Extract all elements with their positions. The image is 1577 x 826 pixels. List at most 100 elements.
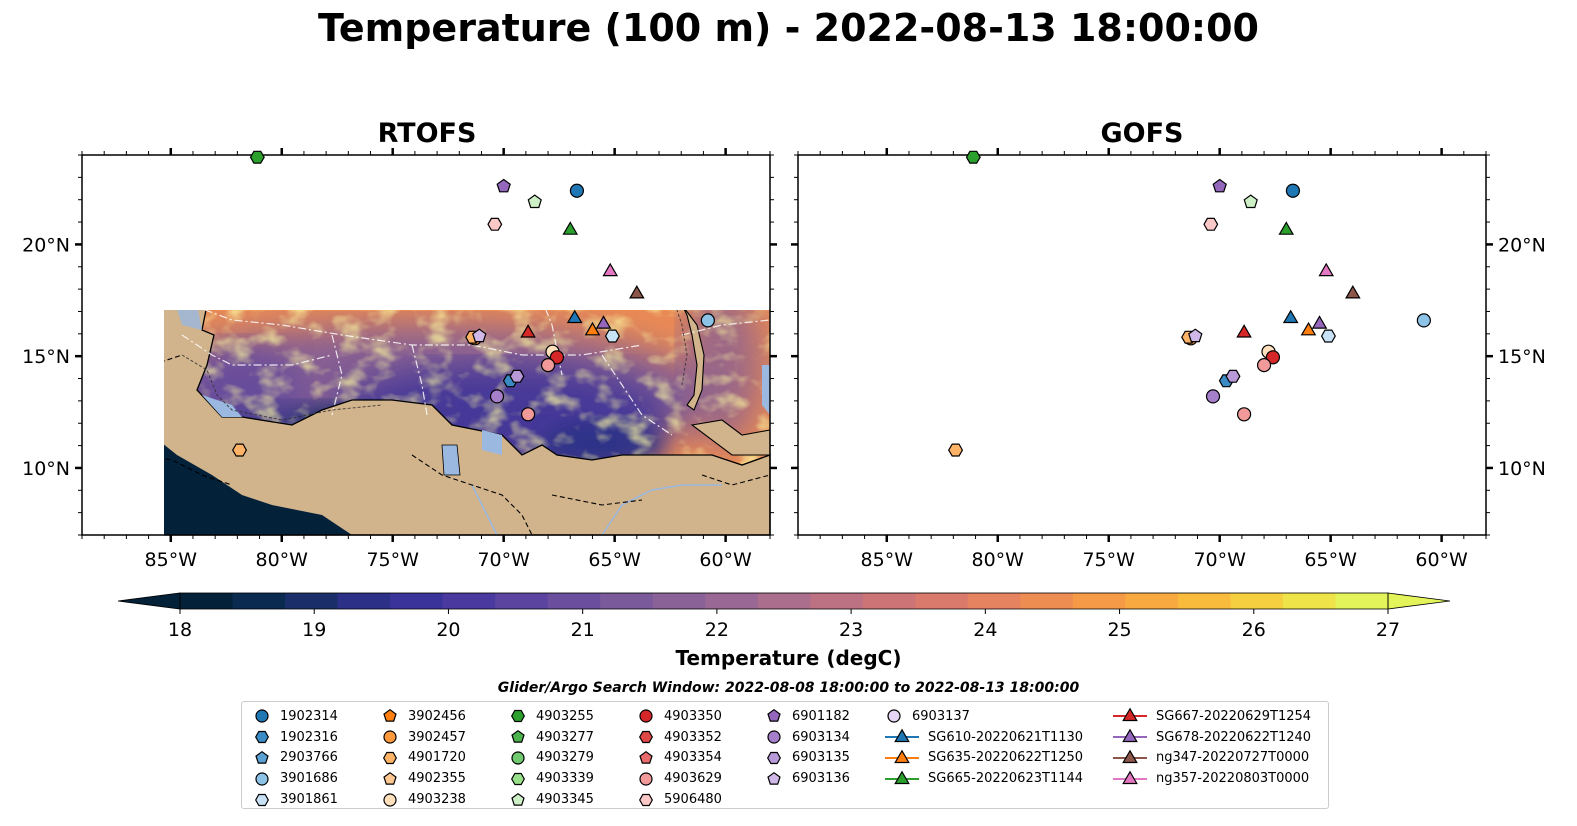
colorbar-extend-high	[1387, 592, 1451, 610]
legend-marker-icon	[1113, 728, 1147, 743]
legend-item: 4903279	[508, 748, 594, 769]
lat-tick-label: 15°N	[1498, 346, 1546, 368]
legend-marker-icon	[639, 750, 653, 764]
lon-tick-label: 70°W	[477, 549, 530, 571]
legend-column: SG667-20220629T1254 SG678-20220622T1240 ng…	[1112, 706, 1311, 789]
legend-circle-icon	[255, 772, 269, 786]
marker-6903134	[1205, 389, 1221, 404]
legend-item-label: SG667-20220629T1254	[1156, 708, 1312, 724]
marker-3901861	[604, 329, 620, 343]
legend-marker-icon	[511, 792, 525, 806]
colorbar-segment	[1335, 593, 1389, 609]
legend-item-label: 4903350	[664, 708, 722, 724]
colorbar-tick-label: 19	[302, 619, 326, 640]
legend-item-label: 3901861	[280, 792, 338, 808]
legend-marker-icon	[1113, 749, 1147, 764]
legend-item: 2903766	[252, 748, 338, 769]
legend-triangle-icon	[894, 770, 910, 784]
legend-item: 4903255	[508, 706, 594, 727]
marker-4903350	[549, 350, 565, 365]
colorbar-segment	[810, 593, 864, 609]
marker-6903134	[489, 389, 505, 404]
marker-3901861	[1320, 329, 1336, 343]
legend-marker-icon	[383, 792, 397, 807]
legend-item: 4903354	[636, 748, 722, 769]
legend-triangle-icon	[894, 728, 910, 743]
legend-column: 6903137 SG610-20220621T1130 SG635-20220622…	[884, 706, 1083, 789]
legend-item-label: 4903354	[664, 750, 722, 766]
legend-circle-icon	[639, 709, 653, 723]
marker-6901182	[1212, 178, 1227, 193]
legend-hexagon-icon	[511, 772, 525, 785]
legend-marker-icon	[639, 709, 653, 723]
legend-circle-icon	[255, 709, 269, 723]
legend-column: 4903350 4903352 4903354 4903629 5906480	[636, 706, 722, 810]
legend-circle-icon	[639, 772, 653, 786]
marker-ng357	[602, 262, 619, 277]
colorbar-segment	[757, 593, 811, 609]
colorbar-tick-label: 23	[839, 619, 863, 640]
lon-tick-label: 70°W	[1193, 549, 1246, 571]
legend-item-label: 4903345	[536, 792, 594, 808]
legend-pentagon-icon	[255, 750, 269, 764]
legend-item-label: 5906480	[664, 792, 722, 808]
legend-item-label: 4901720	[408, 750, 466, 766]
lon-tick-label: 60°W	[699, 549, 752, 571]
legend-marker-icon	[383, 771, 397, 785]
marker-6903135	[1225, 369, 1241, 383]
legend-marker-icon	[887, 709, 901, 723]
lat-tick-label: 20°N	[22, 234, 70, 256]
legend-column: 4903255 4903277 4903279 4903339 4903345	[508, 706, 594, 810]
legend-hexagon-icon	[511, 710, 525, 723]
lon-tick-label: 85°W	[861, 549, 914, 571]
legend-item-label: 4903238	[408, 792, 466, 808]
legend-item-label: SG635-20220622T1250	[928, 750, 1084, 766]
legend-item: 3901686	[252, 768, 338, 789]
legend-item: 1902316	[252, 727, 338, 748]
legend-circle-icon	[383, 730, 397, 744]
legend-marker-icon	[511, 751, 525, 765]
marker-6901182	[496, 178, 511, 193]
legend-marker-icon	[511, 710, 525, 723]
legend-item-label: 4902355	[408, 771, 466, 787]
colorbar-label: Temperature (degC)	[675, 646, 902, 670]
legend-circle-icon	[383, 792, 397, 807]
legend-item: 4902355	[380, 768, 466, 789]
map-panel-gofs: 85°W 80°W 75°W 70°W 65°W 60°W 20°N 15°N 10°N	[791, 148, 1546, 571]
colorbar-segment	[547, 593, 601, 609]
lon-tick-label: 65°W	[588, 549, 641, 571]
legend-item: SG678-20220622T1240	[1112, 727, 1311, 748]
legend-item-label: SG678-20220622T1240	[1156, 729, 1312, 745]
axis-ticks-rtofs: 85°W 80°W 75°W 70°W 65°W 60°W 20°N 15°N 10°N	[22, 148, 777, 571]
legend-item: SG665-20220623T1144	[884, 768, 1083, 789]
legend-item: 6901182	[764, 706, 850, 727]
legend-triangle-icon	[1122, 749, 1138, 764]
legend-marker-icon	[383, 751, 397, 765]
marker-4903629b	[1236, 407, 1252, 422]
colorbar-segment	[337, 593, 391, 609]
legend-hexagon-icon	[255, 793, 269, 806]
colorbar-extend-low	[117, 592, 181, 610]
lon-tick-label: 75°W	[366, 549, 419, 571]
marker-4903629	[540, 358, 556, 373]
marker-5906480b	[948, 443, 964, 457]
colorbar-segment	[1282, 593, 1336, 609]
legend-hexagon-icon	[767, 751, 781, 765]
marker-5906480	[1203, 217, 1219, 231]
colorbar-segment	[915, 593, 969, 609]
marker-SG610	[566, 309, 583, 324]
legend-marker-icon	[255, 709, 269, 723]
legend: 1902314 1902316 2903766 3901686 3901861 39024…	[241, 701, 1329, 809]
legend-item-label: 6901182	[792, 708, 850, 724]
marker-SG635	[584, 321, 601, 336]
lon-tick-label: 65°W	[1304, 549, 1357, 571]
legend-marker-icon	[511, 772, 525, 785]
legend-item-label: 4903255	[536, 708, 594, 724]
legend-item-label: 6903134	[792, 729, 850, 745]
lon-tick-label: 85°W	[145, 549, 198, 571]
legend-marker-icon	[767, 751, 781, 765]
legend-triangle-icon	[1122, 707, 1138, 722]
legend-item: 5906480	[636, 789, 722, 810]
colorbar-tick-label: 22	[705, 619, 729, 640]
colorbar-tick-label: 25	[1107, 619, 1131, 640]
